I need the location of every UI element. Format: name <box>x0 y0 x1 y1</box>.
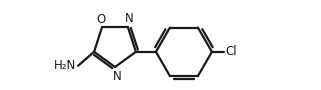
Text: O: O <box>96 13 106 26</box>
Text: Cl: Cl <box>225 45 237 58</box>
Text: H₂N: H₂N <box>54 59 76 72</box>
Text: N: N <box>113 69 121 83</box>
Text: N: N <box>125 12 133 25</box>
